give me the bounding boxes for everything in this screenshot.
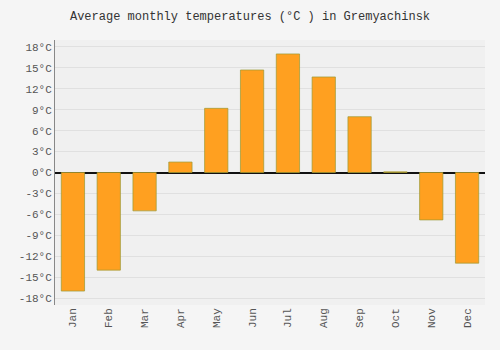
svg-text:-3°C: -3°C xyxy=(25,188,52,200)
svg-text:Aug: Aug xyxy=(318,308,330,328)
svg-text:Average monthly temperatures (: Average monthly temperatures (°C ) in Gr… xyxy=(70,10,430,24)
svg-text:May: May xyxy=(211,308,223,328)
svg-text:Jul: Jul xyxy=(282,308,294,328)
svg-text:Jan: Jan xyxy=(67,308,79,328)
svg-text:-18°C: -18°C xyxy=(19,293,52,305)
svg-text:-6°C: -6°C xyxy=(25,209,52,221)
svg-text:Sep: Sep xyxy=(354,308,366,328)
svg-text:-12°C: -12°C xyxy=(19,251,52,263)
svg-text:15°C: 15°C xyxy=(25,63,52,75)
svg-text:Mar: Mar xyxy=(139,308,151,328)
svg-text:18°C: 18°C xyxy=(25,42,52,54)
svg-text:12°C: 12°C xyxy=(25,84,52,96)
svg-text:3°C: 3°C xyxy=(32,146,52,158)
svg-text:Oct: Oct xyxy=(390,308,402,328)
svg-text:-9°C: -9°C xyxy=(25,230,52,242)
svg-text:-15°C: -15°C xyxy=(19,272,52,284)
svg-text:Dec: Dec xyxy=(462,308,474,328)
svg-text:9°C: 9°C xyxy=(32,105,52,117)
svg-text:Apr: Apr xyxy=(175,308,187,328)
svg-text:6°C: 6°C xyxy=(32,126,52,138)
svg-text:Feb: Feb xyxy=(103,308,115,328)
svg-text:0°C: 0°C xyxy=(32,167,52,179)
svg-text:Jun: Jun xyxy=(247,308,259,328)
svg-text:Nov: Nov xyxy=(426,308,438,328)
